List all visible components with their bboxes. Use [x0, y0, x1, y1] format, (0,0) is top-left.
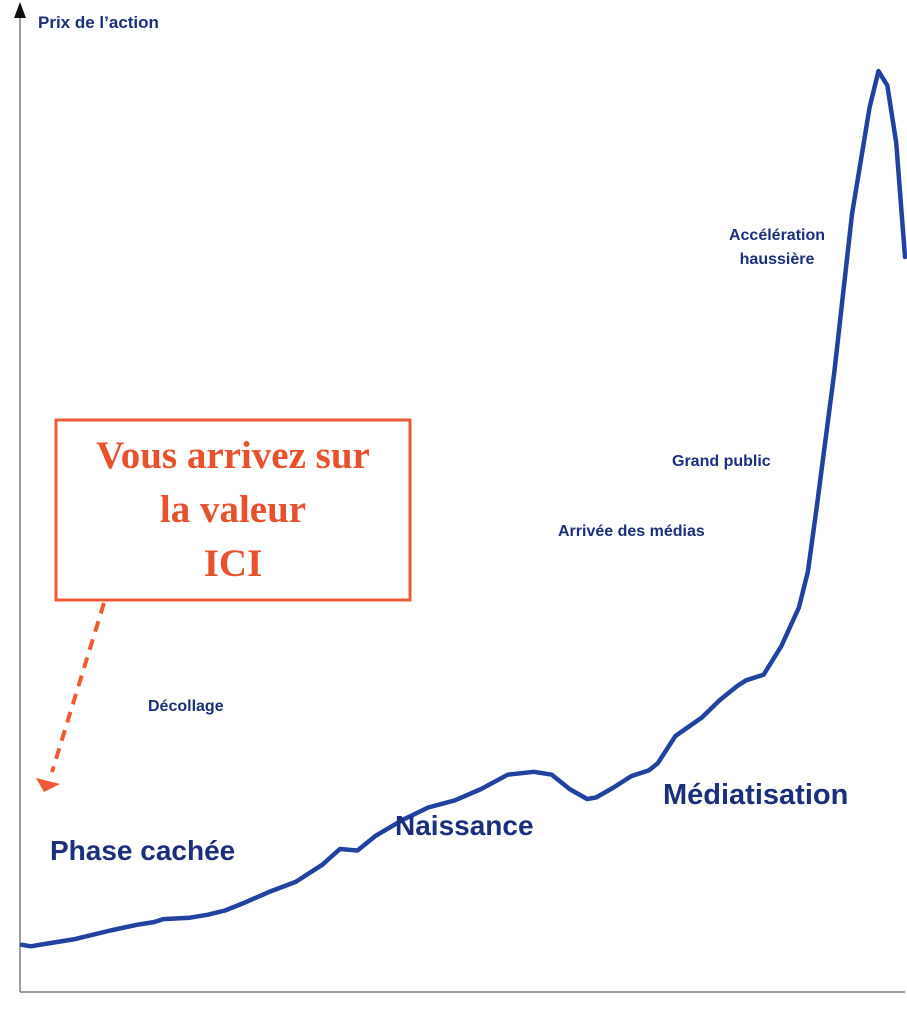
annotation-acceleration-2: haussière: [740, 251, 815, 268]
annotation-acceleration-1: Accélération: [729, 227, 825, 244]
phase-label-naissance: Naissance: [395, 810, 534, 841]
y-axis-label: Prix de l’action: [38, 13, 159, 32]
phase-label-mediatisation: Médiatisation: [663, 779, 848, 811]
annotation-decollage: Décollage: [148, 698, 224, 715]
callout-box: [54, 418, 412, 602]
phase-label-cachee: Phase cachée: [50, 835, 235, 866]
callout-line-2: la valeur: [160, 488, 306, 531]
callout-arrowhead-icon: [36, 778, 60, 792]
price-curve: [19, 68, 907, 949]
callout-line-1: Vous arrivez sur: [96, 434, 370, 477]
annotation-arrivee-medias: Arrivée des médias: [558, 523, 705, 540]
callout-line-3: ICI: [204, 542, 263, 585]
annotation-grand-public: Grand public: [672, 453, 771, 470]
y-axis-arrow-icon: [14, 2, 26, 18]
callout-arrow: [50, 602, 106, 773]
